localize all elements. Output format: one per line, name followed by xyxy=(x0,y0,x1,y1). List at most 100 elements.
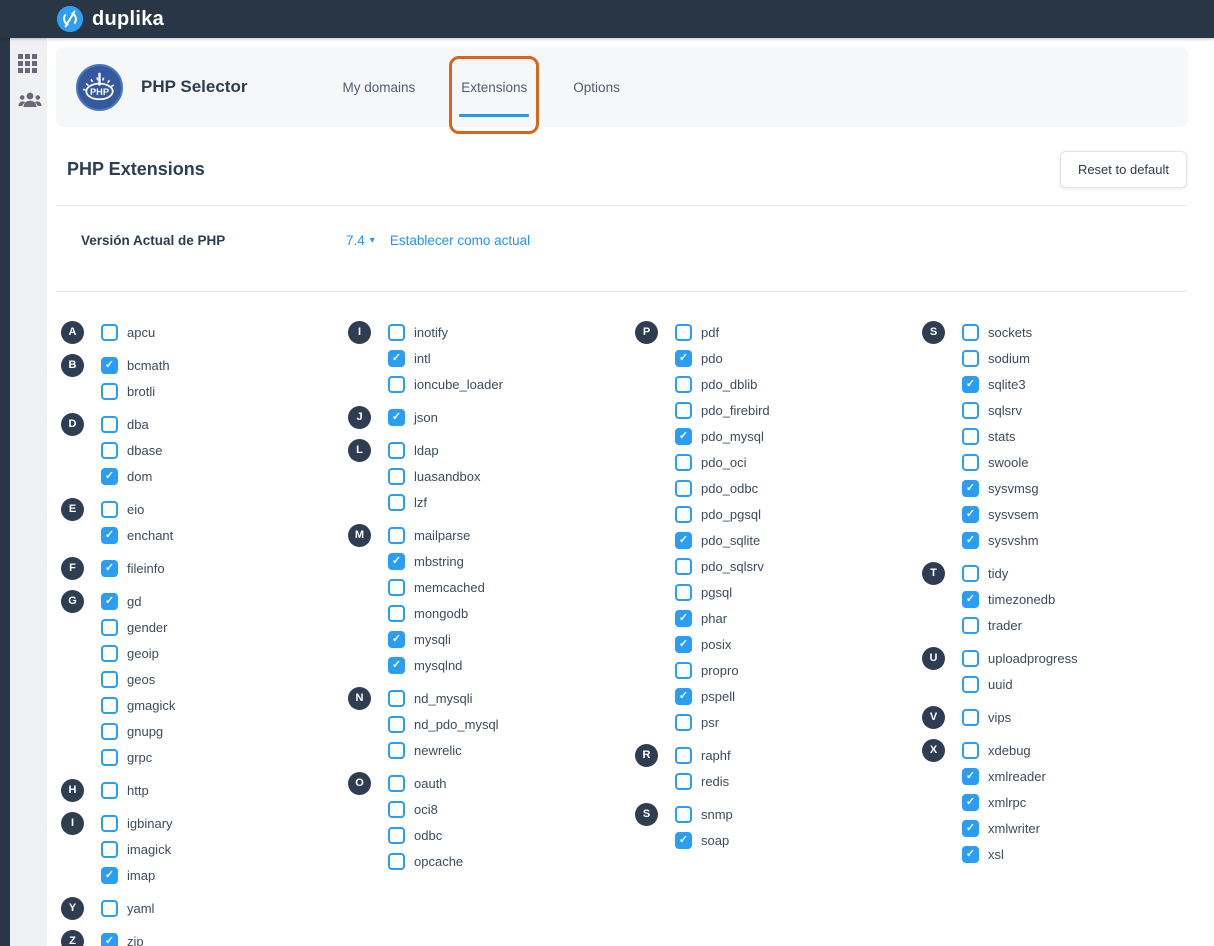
ext-label-soap[interactable]: soap xyxy=(701,832,730,848)
ext-label-phar[interactable]: phar xyxy=(701,610,728,626)
ext-label-swoole[interactable]: swoole xyxy=(988,454,1029,470)
ext-checkbox-pdo_dblib[interactable] xyxy=(675,375,692,393)
ext-label-trader[interactable]: trader xyxy=(988,617,1022,633)
ext-checkbox-lzf[interactable] xyxy=(388,493,405,511)
ext-checkbox-mongodb[interactable] xyxy=(388,604,405,622)
ext-checkbox-zip[interactable] xyxy=(101,932,118,946)
ext-checkbox-geos[interactable] xyxy=(101,670,118,688)
ext-checkbox-bcmath[interactable] xyxy=(101,356,118,374)
ext-label-nd_pdo_mysql[interactable]: nd_pdo_mysql xyxy=(414,716,499,732)
ext-label-uuid[interactable]: uuid xyxy=(988,676,1013,692)
ext-label-http[interactable]: http xyxy=(127,782,149,798)
ext-checkbox-stats[interactable] xyxy=(962,427,979,445)
ext-label-sqlsrv[interactable]: sqlsrv xyxy=(988,402,1022,418)
ext-label-timezonedb[interactable]: timezonedb xyxy=(988,591,1056,607)
ext-label-zip[interactable]: zip xyxy=(127,933,144,946)
ext-label-xmlrpc[interactable]: xmlrpc xyxy=(988,794,1027,810)
php-version-dropdown[interactable]: 7.4 ▾ xyxy=(346,233,375,248)
ext-label-imap[interactable]: imap xyxy=(127,867,156,883)
duplika-logo-icon[interactable] xyxy=(57,6,83,32)
ext-label-tidy[interactable]: tidy xyxy=(988,565,1009,581)
ext-label-posix[interactable]: posix xyxy=(701,636,732,652)
ext-label-dom[interactable]: dom xyxy=(127,468,153,484)
ext-checkbox-oci8[interactable] xyxy=(388,800,405,818)
ext-label-gnupg[interactable]: gnupg xyxy=(127,723,164,739)
ext-checkbox-xmlreader[interactable] xyxy=(962,767,979,785)
ext-label-pdo_odbc[interactable]: pdo_odbc xyxy=(701,480,759,496)
brand-name[interactable]: duplika xyxy=(92,7,165,30)
ext-checkbox-imap[interactable] xyxy=(101,866,118,884)
set-as-current-link[interactable]: Establecer como actual xyxy=(389,232,531,248)
ext-checkbox-psr[interactable] xyxy=(675,713,692,731)
ext-label-pdo_pgsql[interactable]: pdo_pgsql xyxy=(701,506,761,522)
ext-label-uploadprogress[interactable]: uploadprogress xyxy=(988,650,1078,666)
ext-checkbox-vips[interactable] xyxy=(962,708,979,726)
ext-checkbox-gender[interactable] xyxy=(101,618,118,636)
ext-checkbox-sysvshm[interactable] xyxy=(962,531,979,549)
tab-my-domains[interactable]: My domains xyxy=(319,47,438,127)
ext-label-igbinary[interactable]: igbinary xyxy=(127,815,173,831)
ext-checkbox-pdo_odbc[interactable] xyxy=(675,479,692,497)
ext-label-inotify[interactable]: inotify xyxy=(414,324,448,340)
ext-checkbox-timezonedb[interactable] xyxy=(962,590,979,608)
ext-label-opcache[interactable]: opcache xyxy=(414,853,464,869)
ext-label-mailparse[interactable]: mailparse xyxy=(414,527,471,543)
ext-label-pdo_dblib[interactable]: pdo_dblib xyxy=(701,376,758,392)
ext-checkbox-imagick[interactable] xyxy=(101,840,118,858)
ext-checkbox-xdebug[interactable] xyxy=(962,741,979,759)
ext-checkbox-pdo[interactable] xyxy=(675,349,692,367)
ext-checkbox-sqlite3[interactable] xyxy=(962,375,979,393)
ext-label-sodium[interactable]: sodium xyxy=(988,350,1030,366)
ext-label-sysvsem[interactable]: sysvsem xyxy=(988,506,1039,522)
ext-checkbox-apcu[interactable] xyxy=(101,323,118,341)
ext-label-yaml[interactable]: yaml xyxy=(127,900,155,916)
ext-label-pdo_oci[interactable]: pdo_oci xyxy=(701,454,747,470)
ext-checkbox-intl[interactable] xyxy=(388,349,405,367)
ext-checkbox-inotify[interactable] xyxy=(388,323,405,341)
ext-label-ldap[interactable]: ldap xyxy=(414,442,439,458)
ext-label-memcached[interactable]: memcached xyxy=(414,579,485,595)
ext-label-sysvmsg[interactable]: sysvmsg xyxy=(988,480,1039,496)
ext-label-oauth[interactable]: oauth xyxy=(414,775,447,791)
ext-checkbox-sysvsem[interactable] xyxy=(962,505,979,523)
ext-label-xmlwriter[interactable]: xmlwriter xyxy=(988,820,1040,836)
apps-grid-icon[interactable] xyxy=(17,54,40,74)
ext-checkbox-mailparse[interactable] xyxy=(388,526,405,544)
ext-checkbox-pdo_firebird[interactable] xyxy=(675,401,692,419)
ext-checkbox-xsl[interactable] xyxy=(962,845,979,863)
ext-label-sockets[interactable]: sockets xyxy=(988,324,1033,340)
reset-to-default-button[interactable]: Reset to default xyxy=(1059,151,1187,188)
ext-label-json[interactable]: json xyxy=(414,409,438,425)
ext-label-xmlreader[interactable]: xmlreader xyxy=(988,768,1046,784)
ext-checkbox-dba[interactable] xyxy=(101,415,118,433)
ext-checkbox-posix[interactable] xyxy=(675,635,692,653)
ext-checkbox-nd_mysqli[interactable] xyxy=(388,689,405,707)
users-group-icon[interactable] xyxy=(18,90,41,110)
ext-label-eio[interactable]: eio xyxy=(127,501,145,517)
ext-checkbox-sockets[interactable] xyxy=(962,323,979,341)
ext-label-dbase[interactable]: dbase xyxy=(127,442,163,458)
ext-checkbox-newrelic[interactable] xyxy=(388,741,405,759)
ext-checkbox-raphf[interactable] xyxy=(675,746,692,764)
ext-checkbox-igbinary[interactable] xyxy=(101,814,118,832)
ext-label-pdo_sqlsrv[interactable]: pdo_sqlsrv xyxy=(701,558,764,574)
ext-checkbox-uploadprogress[interactable] xyxy=(962,649,979,667)
ext-checkbox-tidy[interactable] xyxy=(962,564,979,582)
ext-checkbox-json[interactable] xyxy=(388,408,405,426)
ext-label-xdebug[interactable]: xdebug xyxy=(988,742,1031,758)
ext-checkbox-nd_pdo_mysql[interactable] xyxy=(388,715,405,733)
ext-label-geoip[interactable]: geoip xyxy=(127,645,159,661)
ext-checkbox-oauth[interactable] xyxy=(388,774,405,792)
ext-checkbox-eio[interactable] xyxy=(101,500,118,518)
ext-checkbox-opcache[interactable] xyxy=(388,852,405,870)
ext-checkbox-yaml[interactable] xyxy=(101,899,118,917)
ext-checkbox-pspell[interactable] xyxy=(675,687,692,705)
ext-label-pspell[interactable]: pspell xyxy=(701,688,735,704)
ext-checkbox-grpc[interactable] xyxy=(101,748,118,766)
ext-label-enchant[interactable]: enchant xyxy=(127,527,174,543)
ext-checkbox-mysqli[interactable] xyxy=(388,630,405,648)
ext-label-newrelic[interactable]: newrelic xyxy=(414,742,462,758)
ext-label-lzf[interactable]: lzf xyxy=(414,494,427,510)
ext-checkbox-pdo_oci[interactable] xyxy=(675,453,692,471)
ext-checkbox-sysvmsg[interactable] xyxy=(962,479,979,497)
